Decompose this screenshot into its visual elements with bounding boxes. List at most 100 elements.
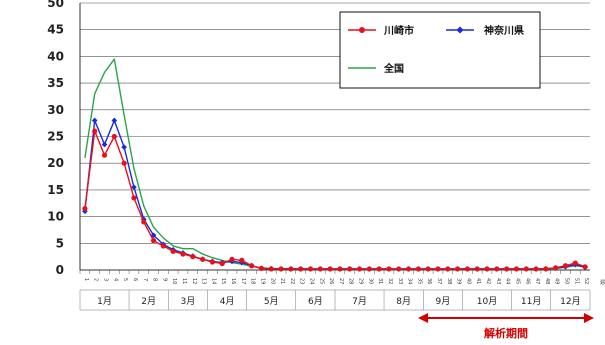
data-point-0	[454, 266, 461, 272]
data-point-1	[131, 184, 137, 191]
week-label: 6	[132, 278, 138, 281]
data-point-0	[229, 256, 235, 262]
data-point-0	[405, 266, 412, 272]
week-label: 28	[348, 278, 354, 284]
week-label: 17	[240, 278, 246, 284]
week-label: 11	[181, 278, 187, 284]
legend-label-kanagawa: 神奈川県	[484, 24, 524, 37]
legend-label-national: 全国	[383, 62, 404, 75]
data-point-0	[445, 266, 451, 272]
week-label: 30	[367, 278, 373, 284]
week-label: 4	[112, 278, 118, 281]
month-label: 7月	[352, 296, 367, 307]
data-point-0	[288, 266, 294, 272]
week-label: 24	[308, 278, 314, 284]
month-label: 5月	[264, 296, 279, 307]
week-label: 45	[514, 278, 520, 284]
week-label: 22	[289, 278, 295, 284]
data-point-0	[268, 266, 274, 272]
week-label: 1	[83, 278, 89, 281]
week-label: 43	[495, 278, 501, 284]
data-point-0	[219, 260, 225, 267]
x-axis-unit: 週	[600, 279, 605, 286]
data-point-0	[523, 266, 529, 272]
week-label: 35	[416, 278, 422, 284]
data-point-0	[347, 266, 353, 272]
y-tick-label: 30	[47, 103, 64, 117]
data-point-0	[92, 128, 98, 134]
week-label: 14	[210, 278, 216, 284]
week-label: 33	[397, 278, 403, 284]
week-label: 32	[387, 278, 393, 284]
data-point-0	[209, 259, 216, 265]
legend-label-kawasaki: 川崎市	[383, 24, 414, 37]
week-label: 52	[583, 278, 589, 284]
analysis-period-label: 解析期間	[484, 326, 528, 340]
series-0	[82, 128, 588, 272]
week-label: 42	[485, 278, 491, 284]
data-point-0	[494, 266, 500, 272]
month-label: 2月	[141, 296, 156, 307]
month-label: 9月	[436, 296, 451, 307]
y-axis: 0 5 10 15 20 25 30 35 40 45 50	[47, 0, 81, 277]
legend-item-national: 全国	[348, 62, 404, 75]
week-label: 12	[191, 278, 197, 284]
series-2	[84, 58, 586, 270]
week-label: 40	[465, 278, 471, 284]
week-label: 19	[259, 278, 265, 284]
week-label: 10	[171, 278, 177, 284]
data-point-0	[111, 133, 117, 140]
week-label: 27	[338, 278, 344, 284]
series-line-0	[84, 130, 586, 270]
data-point-1	[111, 117, 118, 124]
data-point-0	[337, 266, 343, 272]
week-label: 31	[377, 278, 383, 284]
legend-marker-kawasaki	[359, 27, 365, 33]
data-point-0	[82, 205, 88, 212]
data-point-0	[170, 248, 176, 254]
week-label: 37	[436, 278, 442, 284]
week-label: 44	[505, 278, 511, 284]
week-label: 47	[534, 278, 540, 284]
data-point-0	[258, 265, 265, 271]
week-label: 21	[279, 278, 285, 284]
data-point-0	[249, 263, 255, 269]
data-point-1	[101, 141, 108, 148]
y-tick-label: 10	[47, 210, 64, 224]
week-label: 48	[544, 278, 550, 284]
y-tick-label: 5	[56, 236, 64, 250]
data-point-0	[376, 266, 382, 272]
y-tick-label: 50	[47, 0, 64, 10]
data-point-0	[150, 238, 157, 244]
week-label: 16	[230, 278, 236, 284]
data-point-0	[101, 152, 108, 158]
week-label: 13	[201, 278, 207, 284]
week-label: 29	[358, 278, 364, 284]
month-label: 12月	[560, 296, 580, 307]
week-label: 23	[299, 278, 305, 284]
data-point-0	[317, 266, 323, 272]
data-point-0	[307, 266, 314, 272]
week-label: 25	[318, 278, 324, 284]
data-point-0	[386, 266, 392, 272]
series-layer	[82, 58, 588, 272]
week-label: 8	[152, 278, 158, 281]
legend-item-kawasaki: 川崎市	[348, 24, 414, 37]
week-label: 18	[250, 278, 256, 284]
month-label: 11月	[521, 296, 541, 307]
data-point-0	[121, 160, 127, 166]
data-point-0	[553, 265, 559, 271]
week-label: 39	[456, 278, 462, 284]
month-label: 1月	[97, 296, 112, 307]
data-point-0	[484, 266, 490, 272]
y-tick-label: 40	[47, 49, 64, 63]
week-label: 46	[524, 278, 530, 284]
data-point-0	[572, 260, 578, 266]
data-point-0	[533, 266, 539, 272]
x-axis: 1 2 3 4 5 6 7 8 9 10 11 12 13 14 15 16 17 18 19 20 21 22 23 24 2…	[79, 269, 605, 311]
data-point-0	[190, 254, 196, 260]
legend-box	[339, 11, 541, 89]
data-point-0	[298, 266, 304, 272]
data-point-0	[435, 266, 441, 272]
data-point-0	[141, 219, 147, 225]
